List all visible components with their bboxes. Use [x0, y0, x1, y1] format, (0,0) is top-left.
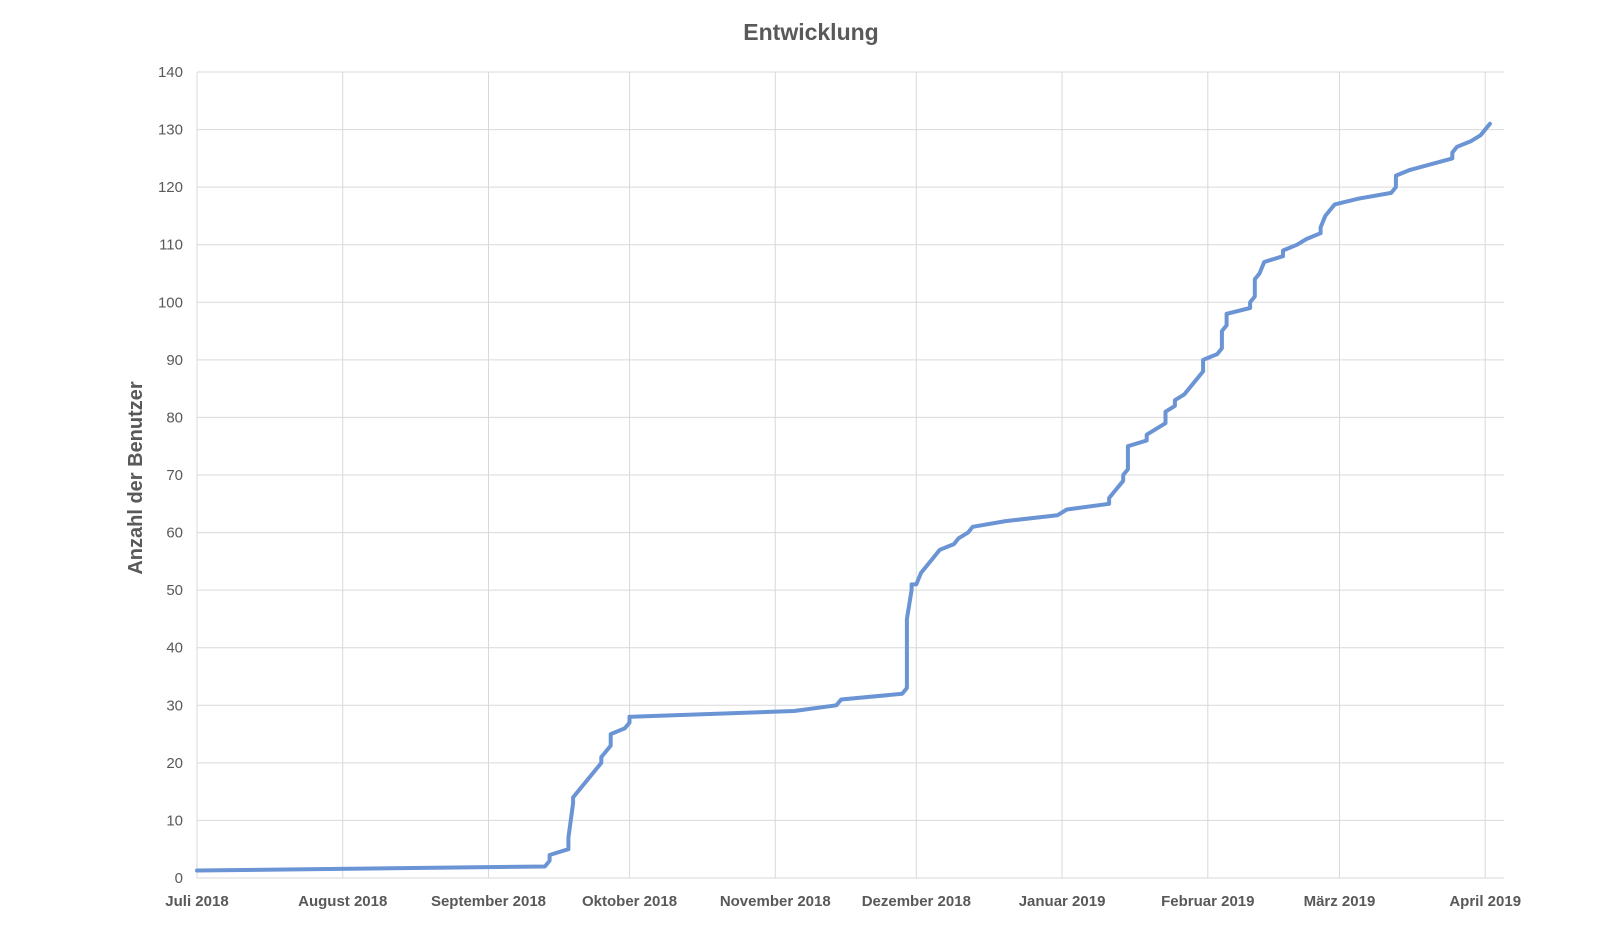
y-axis-label: Anzahl der Benutzer — [125, 381, 147, 575]
y-tick-label: 50 — [166, 582, 183, 599]
y-tick-label: 20 — [166, 755, 183, 772]
y-tick-label: 100 — [158, 294, 183, 311]
y-tick-label: 120 — [158, 179, 183, 196]
x-tick-label: Oktober 2018 — [582, 893, 677, 910]
y-tick-label: 40 — [166, 640, 183, 657]
y-tick-label: 10 — [166, 812, 183, 829]
y-tick-label: 30 — [166, 697, 183, 714]
x-tick-label: September 2018 — [431, 893, 546, 910]
y-tick-label: 60 — [166, 525, 183, 542]
x-tick-label: Februar 2019 — [1161, 893, 1254, 910]
y-tick-label: 140 — [158, 64, 183, 81]
chart-title: Entwicklung — [743, 19, 878, 45]
y-tick-label: 130 — [158, 122, 183, 139]
x-tick-label: November 2018 — [720, 893, 831, 910]
x-tick-label: April 2019 — [1449, 893, 1521, 910]
y-tick-label: 70 — [166, 467, 183, 484]
x-tick-label: Januar 2019 — [1019, 893, 1106, 910]
series-line — [195, 121, 1492, 873]
y-tick-labels: 0 10 20 30 40 50 60 70 80 90 100 110 120 130 140 — [158, 64, 183, 887]
x-tick-label: Juli 2018 — [165, 893, 228, 910]
x-tick-label: August 2018 — [298, 893, 387, 910]
y-tick-label: 90 — [166, 352, 183, 369]
y-gridlines — [197, 71, 1504, 879]
x-tick-labels: Juli 2018 August 2018 September 2018 Oktobe… — [165, 893, 1521, 910]
y-tick-label: 80 — [166, 409, 183, 426]
x-tick-label: März 2019 — [1304, 893, 1376, 910]
y-tick-label: 0 — [175, 870, 183, 887]
y-tick-label: 110 — [159, 237, 183, 254]
x-tick-label: Dezember 2018 — [862, 893, 971, 910]
x-gridlines — [196, 72, 1486, 878]
